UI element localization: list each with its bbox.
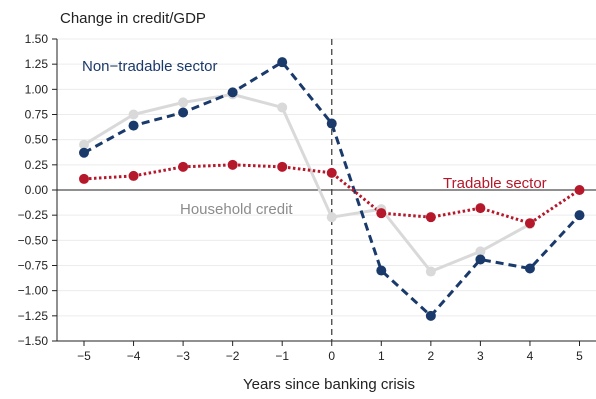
data-point-non-tradable-sector: [524, 263, 535, 274]
data-point-non-tradable-sector: [178, 107, 189, 118]
data-point-tradable-sector: [79, 173, 89, 184]
data-point-non-tradable-sector: [326, 118, 337, 129]
x-tick-label: 1: [378, 349, 385, 363]
x-tick-label: 2: [428, 349, 435, 363]
data-point-tradable-sector: [277, 161, 288, 172]
data-point-tradable-sector: [475, 203, 486, 214]
series-line-household-credit: [83, 92, 531, 274]
x-tick-label: 5: [576, 349, 583, 363]
data-point-household-credit: [475, 246, 486, 257]
x-axis-title: Years since banking crisis: [243, 376, 415, 393]
data-point-tradable-sector: [128, 170, 139, 181]
y-tick-label: −1.50: [18, 334, 49, 348]
label-household: Household credit: [180, 201, 293, 218]
series-lines: [83, 60, 581, 318]
x-tick-label: 0: [328, 349, 335, 363]
data-point-non-tradable-sector: [475, 254, 486, 265]
y-tick-label: −1.25: [18, 309, 49, 323]
data-point-household-credit: [178, 97, 189, 108]
y-tick-label: 1.50: [25, 32, 49, 46]
y-tick-label: −1.00: [18, 284, 49, 298]
x-tick-label: −2: [226, 349, 240, 363]
data-point-non-tradable-sector: [79, 147, 89, 158]
series-points: [79, 57, 585, 321]
label-tradable: Tradable sector: [443, 175, 547, 192]
y-tick-label: −0.75: [18, 259, 49, 273]
data-point-household-credit: [79, 139, 89, 150]
data-point-tradable-sector: [376, 208, 387, 219]
x-tick-label: −1: [275, 349, 289, 363]
axes: 1.50 1.25 1.00 0.75 0.50 0.25 0.00 −0.25 −0.50 −0…: [18, 32, 596, 363]
y-tick-label: 0.25: [25, 158, 49, 172]
y-tick-label: 1.25: [25, 57, 49, 71]
y-tick-label: −0.25: [18, 208, 49, 222]
data-point-tradable-sector: [425, 212, 436, 223]
series-line-non-tradable-sector: [83, 60, 581, 318]
y-tick-label: 0.50: [25, 133, 49, 147]
x-tick-label: −3: [176, 349, 190, 363]
y-tick-label: 1.00: [25, 82, 49, 96]
x-tick-label: 3: [477, 349, 484, 363]
data-point-non-tradable-sector: [376, 265, 387, 276]
data-point-non-tradable-sector: [128, 120, 139, 131]
x-tick-label: −4: [127, 349, 141, 363]
y-tick-label: −0.50: [18, 233, 49, 247]
data-point-non-tradable-sector: [277, 57, 288, 68]
y-tick-label: 0.00: [25, 183, 49, 197]
data-point-tradable-sector: [227, 159, 238, 170]
data-point-non-tradable-sector: [574, 210, 585, 221]
data-point-tradable-sector: [574, 185, 585, 195]
series-line-tradable-sector: [83, 163, 581, 225]
data-point-household-credit: [128, 109, 139, 120]
y-tick-label: 0.75: [25, 108, 49, 122]
data-point-non-tradable-sector: [425, 310, 436, 321]
y-axis-title: Change in credit/GDP: [60, 10, 206, 27]
x-tick-label: 4: [527, 349, 534, 363]
data-point-tradable-sector: [178, 161, 189, 172]
data-point-tradable-sector: [524, 218, 535, 229]
data-point-tradable-sector: [326, 167, 337, 178]
x-tick-label: −5: [77, 349, 91, 363]
data-point-non-tradable-sector: [227, 87, 238, 98]
data-point-household-credit: [277, 102, 288, 113]
label-nontradable: Non−tradable sector: [82, 58, 218, 75]
data-point-household-credit: [425, 266, 436, 277]
data-point-household-credit: [326, 212, 337, 223]
